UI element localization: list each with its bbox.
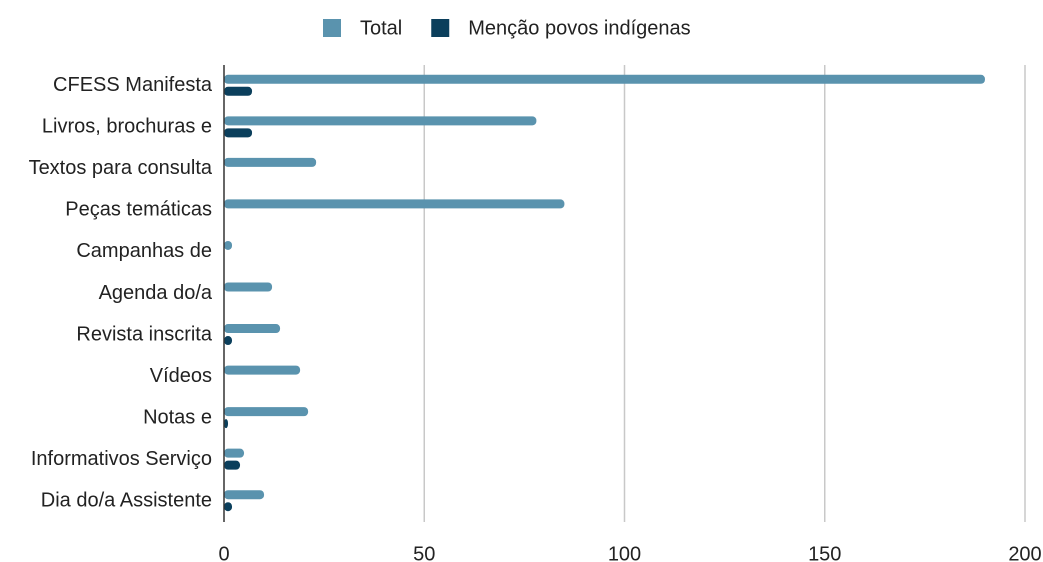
y-tick-label: Dia do/a Assistente — [41, 490, 212, 512]
bar — [224, 336, 233, 346]
y-tick-label: Informativos Serviço — [31, 448, 212, 470]
bar — [224, 490, 265, 500]
x-tick-label: 200 — [1008, 543, 1041, 562]
y-tick-label: Revista inscrita — [76, 323, 212, 345]
legend-label: Menção povos indígenas — [468, 17, 690, 39]
y-tick-label: Campanhas de — [76, 240, 212, 262]
y-tick-label: CFESS Manifesta — [53, 74, 213, 96]
x-tick-label: 0 — [218, 543, 229, 562]
y-tick-label: Agenda do/a — [99, 282, 213, 304]
legend-swatch — [323, 19, 341, 37]
bar — [224, 324, 281, 334]
bar — [224, 282, 273, 292]
bar — [224, 407, 309, 417]
bar — [224, 502, 233, 512]
bar — [224, 128, 253, 138]
bar — [224, 448, 245, 458]
bar — [224, 199, 565, 209]
bar — [224, 365, 301, 375]
legend-swatch — [431, 19, 450, 37]
x-tick-label: 50 — [413, 543, 435, 562]
y-tick-label: Vídeos — [150, 365, 212, 387]
y-tick-label: Livros, brochuras e — [42, 116, 212, 138]
bar — [224, 460, 241, 470]
bar — [224, 116, 537, 126]
y-tick-label: Textos para consulta — [29, 157, 213, 179]
y-tick-label: Peças temáticas — [65, 199, 212, 221]
y-tick-label: Notas e — [143, 406, 212, 428]
bar — [224, 74, 985, 84]
bar — [224, 86, 253, 96]
bar — [224, 240, 233, 250]
bar — [224, 157, 317, 167]
bar — [224, 419, 229, 429]
x-tick-label: 100 — [608, 543, 641, 562]
legend-label: Total — [360, 17, 402, 39]
x-tick-label: 150 — [808, 543, 841, 562]
